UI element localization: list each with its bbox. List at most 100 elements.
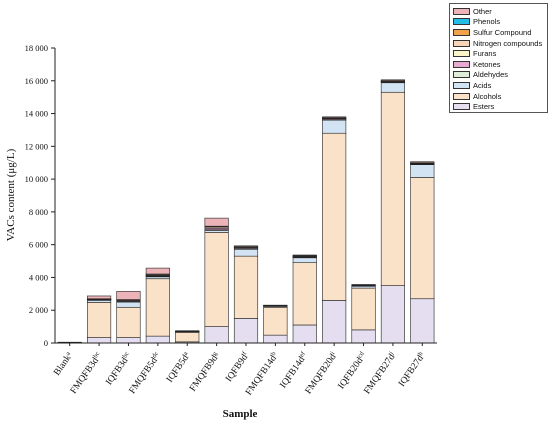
bar-segment-other (263, 304, 288, 306)
legend-label: Alcohols (473, 91, 502, 101)
x-tick-label-name: IQFB3d (104, 356, 130, 387)
bar-segment-other (292, 254, 317, 256)
bar-segment-other (351, 284, 376, 286)
y-tick-label: 16 000 (25, 76, 48, 86)
bar-segment-alcohols (322, 132, 347, 301)
bar-segment-alcohols (351, 287, 376, 331)
bar-segment-esters (322, 300, 347, 344)
bar-segment-alcohols (87, 302, 112, 338)
legend-swatch (453, 60, 470, 68)
bar-segment-acids (116, 301, 141, 308)
x-tick-label-superscript: h (416, 350, 424, 357)
y-axis-title: VACs content (μg/L) (5, 148, 17, 241)
x-tick-label: IQFB3dbc (103, 350, 134, 387)
legend-swatch (453, 50, 470, 58)
bar-segment-alcohols (410, 177, 435, 300)
x-tick-label: FMQFB14db (243, 350, 281, 397)
bar-segment-other (380, 79, 405, 81)
bar-segment-alcohols (204, 232, 229, 327)
x-tick-label: FMQFB3dbc (68, 350, 105, 396)
legend-item-acids: Acids (453, 80, 544, 91)
legend-label: Other (473, 6, 492, 16)
legend-item-alcohols: Alcohols (453, 91, 544, 102)
bar-segment-esters (410, 298, 435, 344)
chart-legend: Other Phenols Sulfur Compound Nitrogen comp… (449, 3, 548, 113)
x-tick-label-superscript: i (329, 350, 336, 356)
x-tick-label-name: FMQFB5d (128, 356, 160, 396)
bar-segment-other (322, 116, 347, 118)
y-tick-label: 14 000 (25, 109, 48, 119)
y-axis-ticks: 0 2 000 4 000 6 000 8 000 10 000 12 000 14 000 1… (25, 43, 55, 348)
y-tick-label: 10 000 (25, 174, 48, 184)
legend-item-aldehydes: Aldehydes (453, 70, 544, 81)
legend-swatch (453, 39, 470, 47)
bar-segment-alcohols (263, 306, 288, 336)
x-tick-label-name: FMQFB14d (244, 353, 279, 397)
x-tick-label: IQFB9df (223, 349, 252, 384)
x-tick-label-superscript: a (64, 350, 71, 356)
legend-item-sulfur-compound: Sulfur Compound (453, 27, 544, 38)
y-tick-label: 18 000 (25, 43, 48, 53)
bar-segment-alcohols (233, 255, 259, 319)
legend-swatch (453, 18, 470, 26)
bar-segment-alcohols (380, 91, 405, 286)
bar-segment-esters (351, 329, 376, 344)
legend-label: Acids (473, 80, 492, 90)
x-tick-label: FMQFB5ddc (126, 350, 163, 396)
x-tick-label: FMQFB27dj (361, 350, 398, 396)
bar-segment-alcohols (145, 278, 170, 337)
x-tick-label-name: FMQFB3d (69, 356, 101, 396)
bar-segment-acids (233, 248, 259, 257)
legend-swatch (453, 103, 470, 111)
legend-label: Phenols (473, 17, 501, 27)
x-tick-label-name: FMQFB9d (188, 353, 220, 393)
legend-item-other: Other (453, 6, 544, 17)
x-tick-label-name: Blank (52, 353, 73, 378)
x-tick-label: IQFB14def (277, 349, 310, 390)
legend-swatch (453, 71, 470, 79)
x-tick-label: IQFB5da (164, 350, 193, 385)
bar-segment-esters (204, 326, 229, 344)
x-tick-label-name: IQFB14d (279, 355, 308, 390)
x-tick-label: FMQFB20di (302, 350, 339, 396)
x-tick-label-superscript: f (241, 349, 248, 355)
bar-segment-esters (145, 335, 170, 344)
legend-label: Sulfur Compound (473, 27, 532, 37)
bar-segment-acids (410, 164, 435, 178)
x-tick-label-name: IQFB27d (397, 353, 426, 388)
bars-area (57, 79, 435, 344)
legend-label: Furans (473, 49, 497, 59)
bar-segment-other (410, 161, 435, 164)
bar-segment-other (233, 245, 259, 247)
bar-segment-esters (292, 324, 317, 344)
x-tick-label-superscript: ef (298, 349, 307, 358)
legend-swatch (453, 28, 470, 36)
bar-segment-alcohols (175, 332, 200, 343)
x-tick-label-name: IQFB5d (165, 353, 191, 384)
x-tick-label-superscript: j (387, 350, 394, 356)
x-tick-label: Blanka (51, 350, 75, 378)
bar-segment-esters (263, 334, 288, 344)
legend-label: Aldehydes (473, 70, 509, 80)
x-tick-label-superscript: bc (121, 350, 130, 359)
bar-segment-esters (87, 337, 112, 344)
bar-segment-esters (116, 337, 141, 344)
legend-swatch (453, 7, 470, 15)
bar-segment-esters (233, 318, 259, 344)
bar-segment-acids (380, 82, 405, 93)
bar-segment-acids (322, 119, 347, 134)
bar-segment-acids (292, 257, 317, 263)
bar-segment-other (87, 295, 112, 300)
x-tick-label-name: FMQFB20d (304, 352, 339, 396)
bar-segment-other (204, 217, 229, 227)
legend-item-nitrogen-compounds: Nitrogen compounds (453, 38, 544, 49)
legend-item-furans: Furans (453, 48, 544, 59)
legend-swatch (453, 92, 470, 100)
bar-segment-other (145, 267, 170, 275)
legend-swatch (453, 81, 470, 89)
x-tick-label-superscript: cd (356, 350, 366, 360)
x-tick-label: IQFB27dh (396, 350, 428, 389)
legend-label: Esters (473, 102, 495, 112)
bar-segment-alcohols (292, 262, 317, 326)
